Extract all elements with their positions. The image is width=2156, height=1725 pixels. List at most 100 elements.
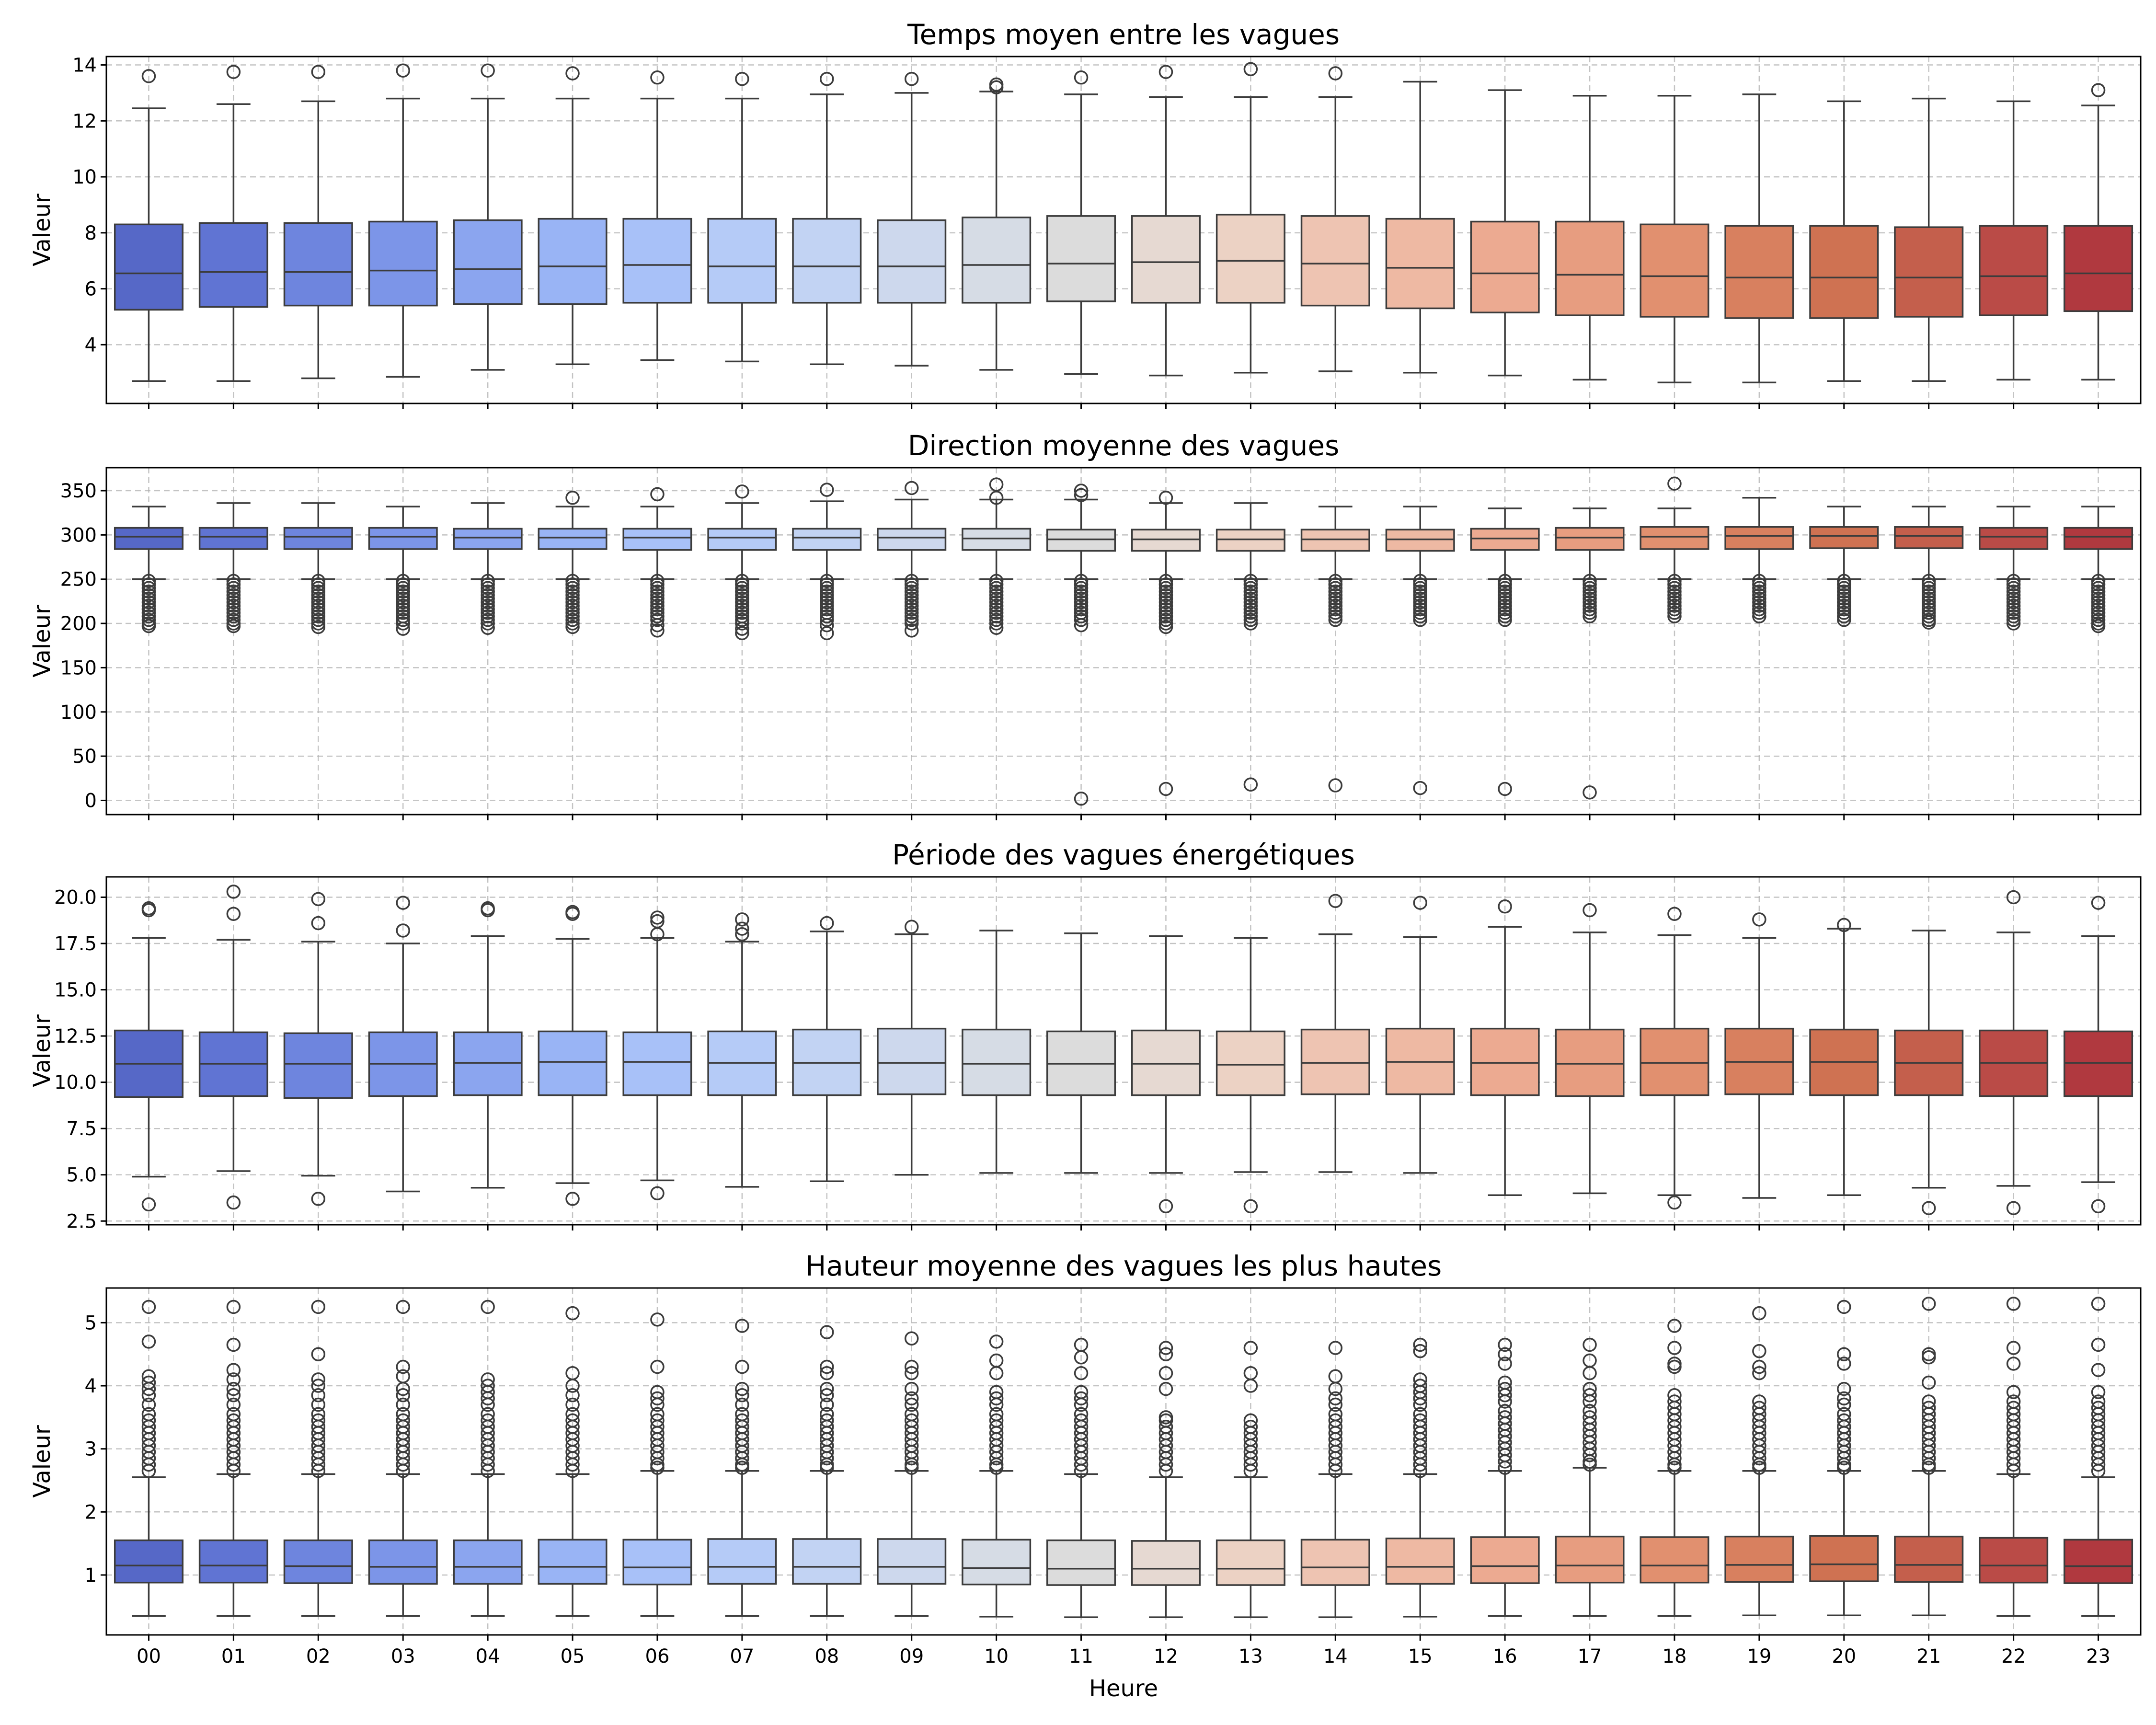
iqr-box [1555, 220, 1625, 316]
outlier-point [565, 591, 580, 606]
outlier-point [226, 1363, 241, 1377]
outlier-point [820, 602, 834, 617]
outlier-point [820, 916, 834, 931]
outlier-point [1837, 1300, 1851, 1314]
box-11 [1046, 1337, 1116, 1618]
outlier-point [141, 69, 156, 83]
iqr-box [2064, 527, 2133, 550]
y-tick-label: 200 [60, 613, 97, 635]
outlier-point [650, 584, 665, 599]
outlier-point [1074, 1366, 1089, 1380]
outlier-point [1328, 581, 1343, 595]
outlier-point [1243, 1199, 1258, 1214]
outlier-point [1583, 609, 1597, 624]
outlier-point [311, 620, 326, 634]
outlier-point [1243, 616, 1258, 631]
outlier-point [1158, 606, 1173, 620]
outlier-point [1158, 591, 1173, 606]
box-17 [1555, 1337, 1625, 1617]
y-tick-label: 5.0 [66, 1164, 97, 1186]
outlier-point [565, 1388, 580, 1403]
box-21 [1894, 97, 1964, 382]
outlier-point [735, 574, 749, 588]
iqr-box [1216, 214, 1285, 304]
outlier-point [1498, 581, 1512, 595]
outlier-point [1243, 1457, 1258, 1472]
outlier-point [481, 616, 495, 631]
outlier-point [1158, 1199, 1173, 1214]
outlier-point [1074, 70, 1089, 85]
outlier-point [904, 591, 919, 606]
panel-title: Période des vagues énergétiques [892, 839, 1355, 871]
panel-3: Hauteur moyenne des vagues les plus haut… [29, 1250, 2142, 1668]
outlier-point [1498, 1337, 1512, 1352]
outlier-point [226, 907, 241, 921]
outlier-point [820, 1388, 834, 1403]
outlier-point [650, 609, 665, 624]
outlier-point [2091, 595, 2106, 610]
iqr-box [1979, 1537, 2049, 1584]
outlier-point [565, 905, 580, 920]
outlier-point [141, 581, 156, 595]
outlier-point [904, 574, 919, 588]
iqr-box [877, 528, 947, 551]
outlier-point [1921, 591, 1936, 606]
outlier-point [1837, 581, 1851, 595]
outlier-point [1837, 598, 1851, 613]
outlier-point [141, 901, 156, 916]
outlier-point [1413, 595, 1427, 610]
outlier-point [396, 584, 410, 599]
outlier-point [1328, 66, 1343, 80]
box-03 [368, 506, 438, 636]
outlier-point [396, 612, 410, 627]
outlier-point [820, 1460, 834, 1475]
outlier-point [1667, 1195, 1682, 1210]
outlier-point [989, 574, 1004, 588]
iqr-box [1470, 528, 1540, 551]
outlier-point [1498, 1347, 1512, 1361]
box-10 [962, 1334, 1032, 1618]
iqr-box [2064, 1539, 2133, 1584]
iqr-box [1724, 526, 1794, 550]
outlier-point [735, 1381, 749, 1396]
x-tick-label: 14 [1323, 1645, 1348, 1668]
outlier-point [396, 595, 410, 610]
outlier-point [820, 595, 834, 610]
outlier-point [989, 1451, 1004, 1466]
outlier-point [1243, 584, 1258, 599]
y-tick-label: 100 [60, 702, 97, 724]
outlier-point [481, 595, 495, 610]
box-19 [1724, 912, 1794, 1199]
outlier-point [226, 1397, 241, 1412]
outlier-point [989, 616, 1004, 631]
box-17 [1555, 903, 1625, 1195]
outlier-point [481, 1391, 495, 1406]
outlier-point [1328, 598, 1343, 613]
iqr-box [114, 223, 183, 311]
iqr-box [1216, 1030, 1285, 1096]
box-17 [1555, 507, 1625, 800]
box-09 [877, 920, 947, 1176]
outlier-point [141, 1388, 156, 1403]
outlier-point [2006, 602, 2021, 617]
box-07 [707, 1319, 777, 1617]
outlier-point [226, 1195, 241, 1210]
outlier-point [1921, 581, 1936, 595]
outlier-point [141, 574, 156, 588]
outlier-point [1158, 584, 1173, 599]
outlier-point [141, 1334, 156, 1349]
outlier-point [1243, 777, 1258, 792]
outlier-point [1243, 577, 1258, 592]
iqr-box [1131, 529, 1201, 552]
outlier-point [904, 602, 919, 617]
iqr-box [1131, 1029, 1201, 1096]
outlier-point [1328, 602, 1343, 617]
outlier-point [904, 606, 919, 620]
outlier-point [1498, 595, 1512, 610]
iqr-box [283, 222, 353, 307]
outlier-point [820, 591, 834, 606]
iqr-box [1979, 225, 2049, 316]
outlier-point [1158, 595, 1173, 610]
panels: Temps moyen entre les vaguesValeur468101… [29, 18, 2142, 1668]
outlier-point [1074, 574, 1089, 588]
